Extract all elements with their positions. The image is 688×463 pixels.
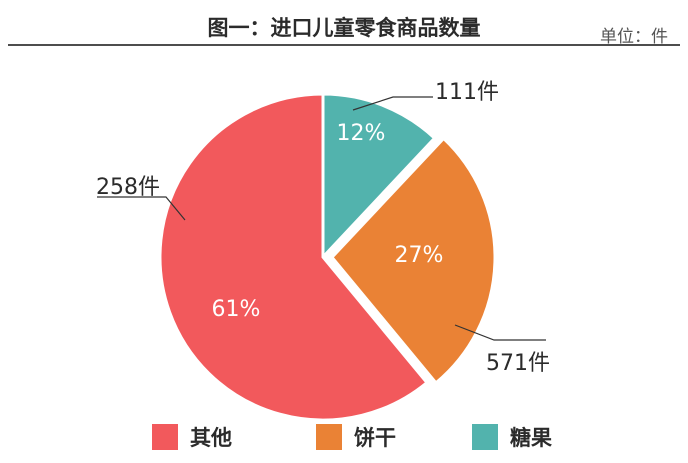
legend-label-other: 其他 — [190, 426, 232, 450]
percent-label-other: 61% — [212, 297, 261, 322]
legend-item-biscuit: 饼干 — [316, 422, 396, 452]
legend: 其他 饼干 糖果 — [0, 422, 688, 456]
title-divider — [8, 44, 680, 46]
leader-line-candy — [352, 96, 433, 111]
value-label-candy: 111件 — [435, 80, 499, 105]
pie-labels: 12% 111件 27% 571件 61% 258件 — [96, 80, 550, 376]
legend-label-candy: 糖果 — [510, 426, 552, 450]
value-label-other: 258件 — [96, 175, 160, 200]
unit-label: 单位：件 — [600, 27, 668, 47]
percent-label-candy: 12% — [337, 121, 386, 146]
legend-swatch-candy — [472, 424, 498, 450]
legend-label-biscuit: 饼干 — [354, 426, 396, 450]
leader-line-other — [97, 196, 186, 221]
pie-slice-other — [158, 92, 430, 422]
legend-item-candy: 糖果 — [472, 422, 552, 452]
legend-swatch-biscuit — [316, 424, 342, 450]
value-label-biscuit: 571件 — [486, 351, 550, 376]
legend-item-other: 其他 — [152, 422, 232, 452]
pie-slices — [158, 92, 497, 422]
percent-label-biscuit: 27% — [395, 243, 444, 268]
pie-slice-candy — [321, 92, 437, 261]
leader-line-biscuit — [454, 324, 546, 341]
legend-swatch-other — [152, 424, 178, 450]
chart-title: 图一：进口儿童零食商品数量 — [207, 16, 481, 40]
pie-slice-biscuit — [329, 136, 497, 385]
